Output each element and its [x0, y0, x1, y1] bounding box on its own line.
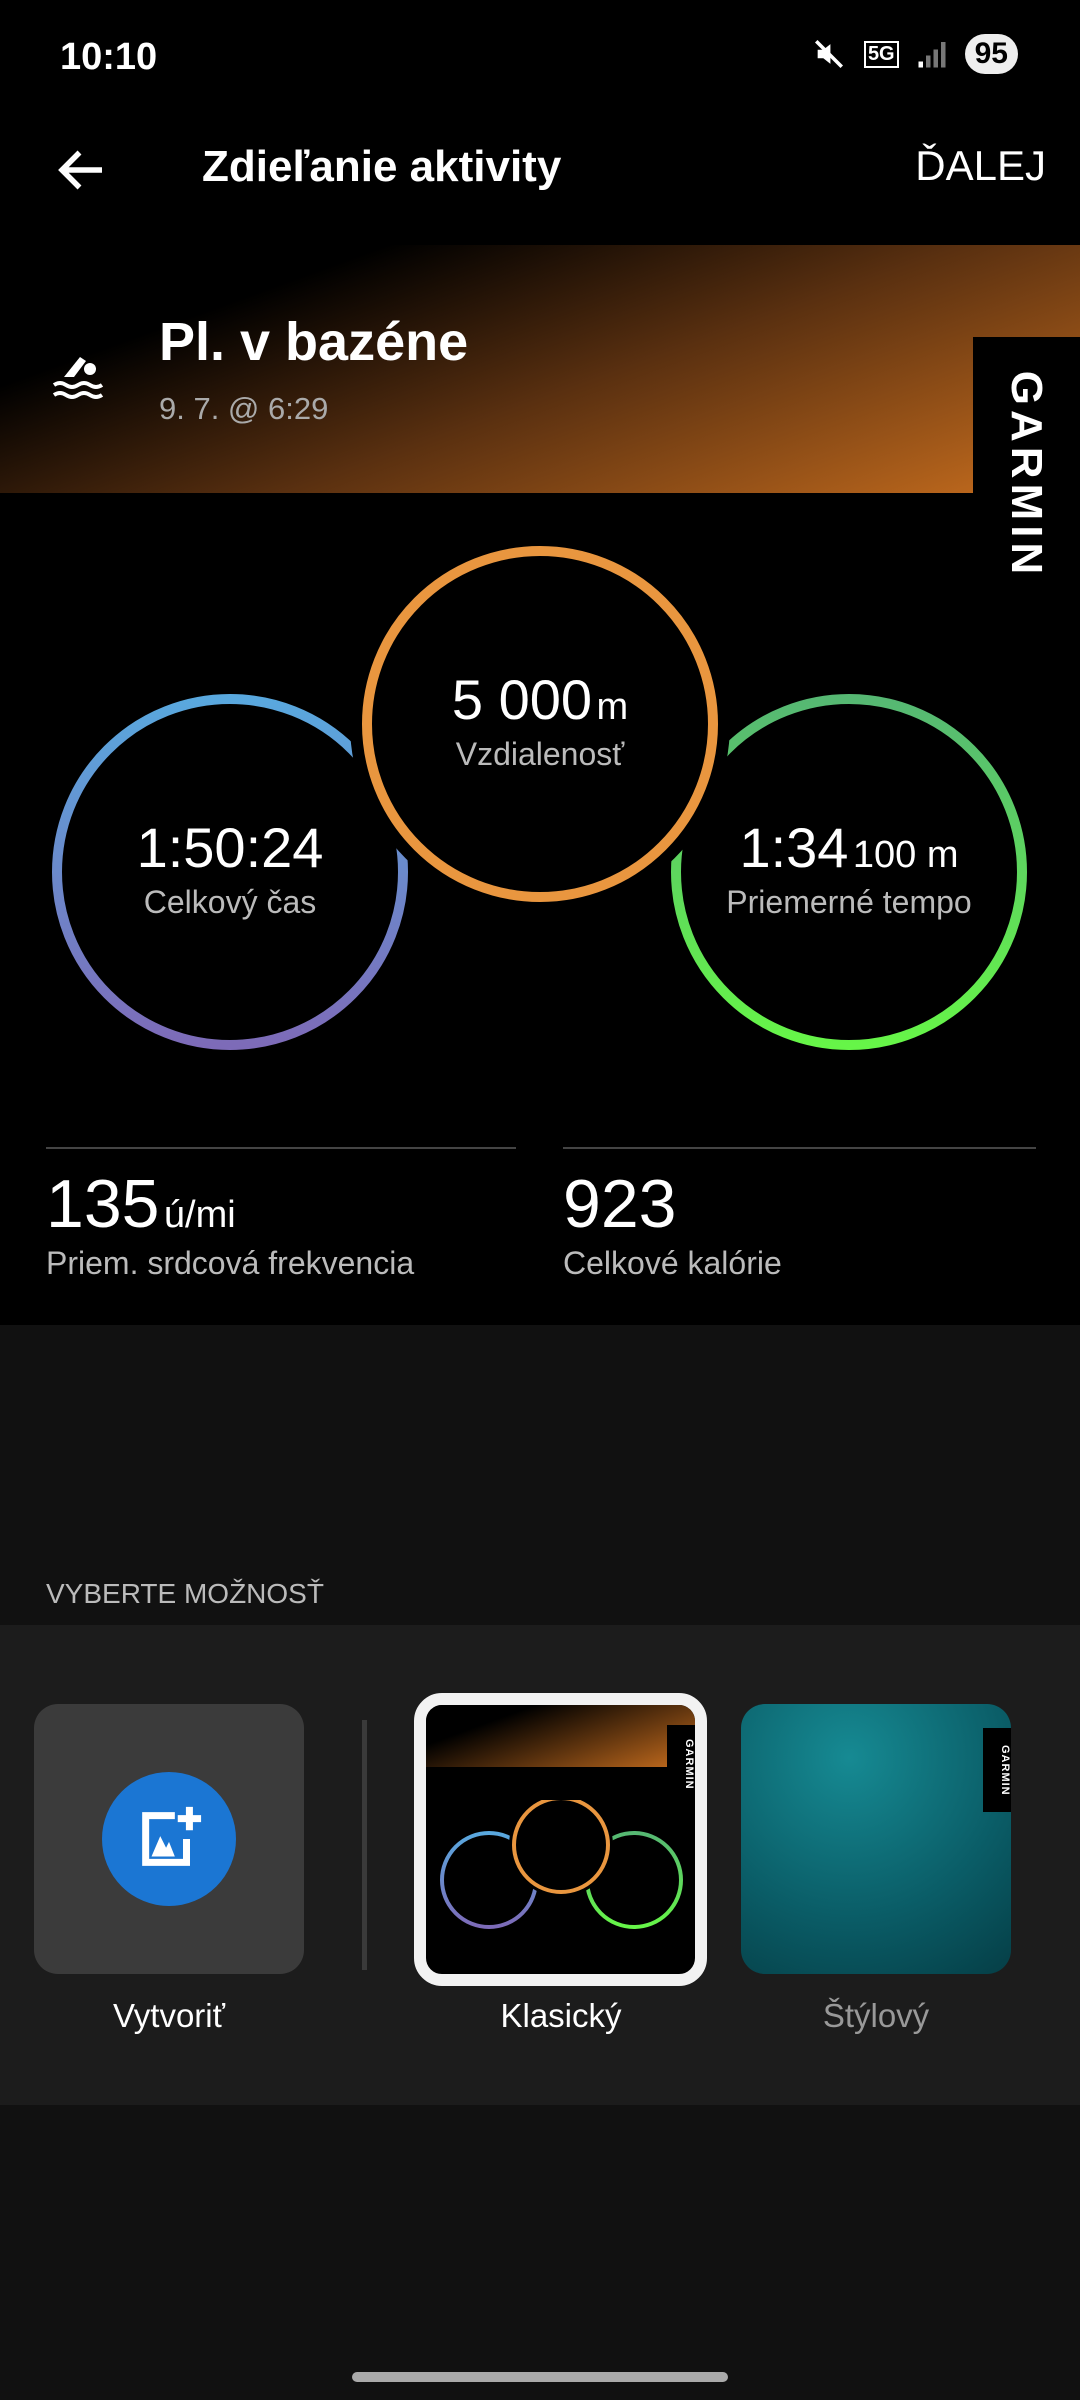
ring-total-time [52, 694, 408, 1050]
signal-icon [918, 42, 946, 68]
app-header: Zdieľanie aktivity ĎALEJ [0, 120, 1080, 245]
page-title: Zdieľanie aktivity [202, 142, 562, 191]
divider [563, 1147, 1036, 1149]
garmin-logo: GARMIN [973, 337, 1080, 612]
option-stylish[interactable]: GARMIN [741, 1704, 1011, 1974]
divider [46, 1147, 516, 1149]
metric-distance: 5 000 m Vzdialenosť [451, 668, 629, 772]
stat-heart-rate: 135 ú/mi Priem. srdcová frekvencia [46, 1166, 415, 1281]
arrow-left-icon[interactable] [52, 140, 112, 200]
battery-icon: 95 [964, 34, 1018, 74]
mute-icon [814, 39, 843, 69]
option-label: Štýlový [822, 1997, 930, 2034]
metric-total-time: 1:50:24 Celkový čas [136, 816, 324, 920]
activity-date: 9. 7. @ 6:29 [159, 391, 329, 426]
activity-banner [0, 245, 1080, 493]
activity-title: Pl. v bazéne [159, 312, 469, 372]
status-bar: 10:10 5G 95 [0, 0, 1080, 120]
home-indicator[interactable] [352, 2372, 728, 2382]
garmin-logo: GARMIN [667, 1725, 695, 1803]
add-photo-icon [102, 1772, 236, 1906]
option-label: Klasický [500, 1997, 622, 2034]
ring-distance [362, 546, 718, 902]
ring-pace [671, 694, 1027, 1050]
activity-preview: GARMIN Pl. v bazéne 9. 7. @ 6:29 1:50:24… [0, 245, 1080, 1325]
swimming-icon [52, 357, 104, 399]
option-create[interactable] [34, 1704, 304, 1974]
template-options: GARMIN GARMIN Vytvoriť Klasický Štýlový [0, 1625, 1080, 2105]
stat-calories: 923 Celkové kalórie [563, 1166, 782, 1281]
option-label: Vytvoriť [112, 1997, 225, 2034]
status-time: 10:10 [60, 36, 158, 78]
option-classic[interactable]: GARMIN [414, 1693, 707, 1986]
metric-rings [52, 534, 1027, 1050]
metric-pace: 1:34 100 m Priemerné tempo [726, 816, 972, 920]
5g-icon: 5G [863, 40, 899, 68]
next-button[interactable]: ĎALEJ [915, 142, 1046, 189]
options-heading: VYBERTE MOŽNOSŤ [46, 1578, 324, 1609]
garmin-logo: GARMIN [983, 1728, 1011, 1812]
divider [362, 1720, 367, 1970]
